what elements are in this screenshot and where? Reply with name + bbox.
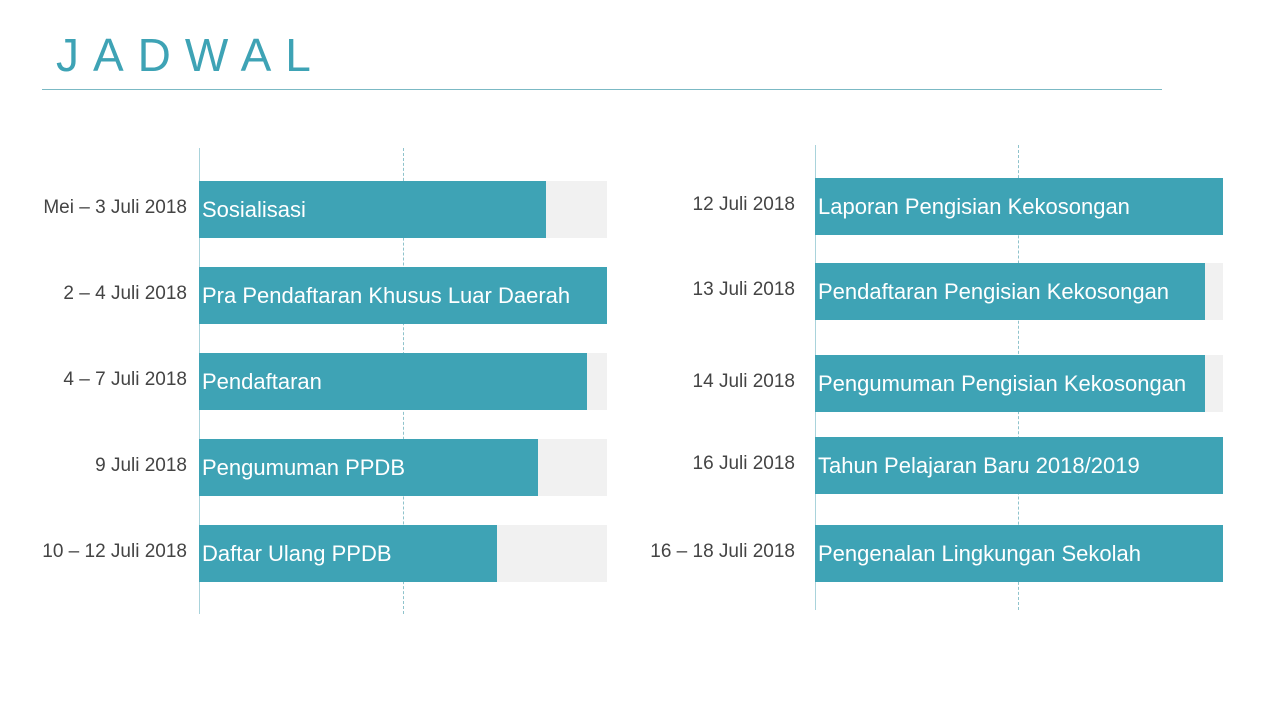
bar-track: Sosialisasi (199, 181, 607, 238)
date-label: 2 – 4 Juli 2018 (63, 283, 187, 304)
bar-label: Pengenalan Lingkungan Sekolah (818, 541, 1141, 566)
bar-track: Pengumuman Pengisian Kekosongan (815, 355, 1223, 412)
date-label: 13 Juli 2018 (692, 279, 795, 300)
bar-label: Sosialisasi (202, 197, 306, 222)
bar-track: Laporan Pengisian Kekosongan (815, 178, 1223, 235)
bar-label: Daftar Ulang PPDB (202, 541, 392, 566)
bar: Pendaftaran (199, 353, 587, 410)
bar-track: Daftar Ulang PPDB (199, 525, 607, 582)
title-divider (42, 89, 1162, 90)
bar: Daftar Ulang PPDB (199, 525, 497, 582)
date-label: 16 Juli 2018 (692, 453, 795, 474)
bar-track: Pra Pendaftaran Khusus Luar Daerah (199, 267, 607, 324)
bar: Pra Pendaftaran Khusus Luar Daerah (199, 267, 607, 324)
bar-track: Pendaftaran Pengisian Kekosongan (815, 263, 1223, 320)
date-label: 16 – 18 Juli 2018 (650, 541, 795, 562)
date-label: 14 Juli 2018 (692, 371, 795, 392)
bar: Tahun Pelajaran Baru 2018/2019 (815, 437, 1223, 494)
bar-label: Pengumuman PPDB (202, 455, 405, 480)
bar-track: Pengenalan Lingkungan Sekolah (815, 525, 1223, 582)
date-label: 4 – 7 Juli 2018 (63, 369, 187, 390)
bar: Sosialisasi (199, 181, 546, 238)
bar-track: Pendaftaran (199, 353, 607, 410)
date-label: 12 Juli 2018 (692, 194, 795, 215)
bar-label: Laporan Pengisian Kekosongan (818, 194, 1130, 219)
bar: Pengumuman PPDB (199, 439, 538, 496)
bar-track: Tahun Pelajaran Baru 2018/2019 (815, 437, 1223, 494)
bar: Pengumuman Pengisian Kekosongan (815, 355, 1205, 412)
bar-label: Pengumuman Pengisian Kekosongan (818, 371, 1187, 396)
bar-track: Pengumuman PPDB (199, 439, 607, 496)
date-label: Mei – 3 Juli 2018 (43, 197, 187, 218)
bar-label: Pra Pendaftaran Khusus Luar Daerah (202, 283, 571, 308)
date-label: 9 Juli 2018 (95, 455, 187, 476)
bar-label: Pendaftaran (202, 369, 322, 394)
bar: Pengenalan Lingkungan Sekolah (815, 525, 1223, 582)
bar: Laporan Pengisian Kekosongan (815, 178, 1223, 235)
page-title: JADWAL (56, 29, 325, 81)
bar: Pendaftaran Pengisian Kekosongan (815, 263, 1205, 320)
bar-label: Tahun Pelajaran Baru 2018/2019 (818, 453, 1140, 478)
date-label: 10 – 12 Juli 2018 (42, 541, 187, 562)
bar-label: Pendaftaran Pengisian Kekosongan (818, 279, 1170, 304)
